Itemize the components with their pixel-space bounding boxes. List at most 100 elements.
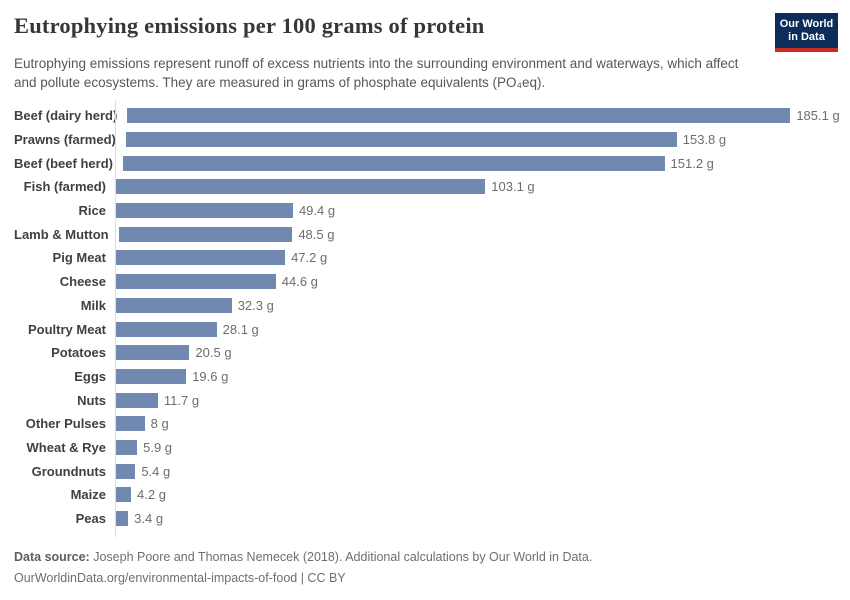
- owid-logo[interactable]: Our World in Data: [775, 13, 838, 52]
- bar[interactable]: [116, 345, 190, 361]
- category-label: Prawns (farmed): [14, 132, 116, 148]
- bar[interactable]: [116, 179, 486, 195]
- value-label: 8 g: [150, 416, 169, 432]
- owid-logo-line2: in Data: [788, 31, 825, 43]
- category-label: Nuts: [77, 392, 106, 408]
- chart-row: Poultry Meat 28.1 g: [14, 317, 844, 341]
- chart-row: Beef (dairy herd) 185.1 g: [14, 104, 844, 128]
- chart-row: Pig Meat 47.2 g: [14, 246, 844, 270]
- bar[interactable]: [118, 226, 293, 242]
- value-label: 19.6 g: [192, 368, 229, 384]
- bar[interactable]: [116, 321, 217, 337]
- value-label: 44.6 g: [281, 274, 318, 290]
- category-label: Milk: [80, 297, 106, 313]
- value-label: 49.4 g: [298, 203, 336, 219]
- bar-track: 103.1 g: [111, 175, 844, 199]
- category-label: Beef (beef herd): [14, 155, 113, 171]
- value-label: 11.7 g: [163, 392, 200, 408]
- bar-track: 28.1 g: [111, 317, 844, 341]
- bar-track: 185.1 g: [122, 104, 844, 128]
- value-label: 20.5 g: [195, 345, 232, 361]
- chart-row: Rice 49.4 g: [14, 199, 844, 223]
- category-label: Fish (farmed): [23, 179, 106, 195]
- category-label: Eggs: [74, 368, 106, 384]
- bar-track: 47.2 g: [111, 246, 844, 270]
- bar[interactable]: [116, 297, 232, 313]
- category-label: Rice: [78, 203, 106, 219]
- chart-footer: Data source: Joseph Poore and Thomas Nem…: [14, 549, 592, 586]
- bar-track: 153.8 g: [121, 128, 844, 152]
- chart-row: Fish (farmed) 103.1 g: [14, 175, 844, 199]
- bar-track: 11.7 g: [111, 388, 844, 412]
- chart-row: Nuts 11.7 g: [14, 388, 844, 412]
- value-label: 3.4 g: [134, 511, 164, 527]
- bar-track: 32.3 g: [111, 294, 844, 318]
- chart-row: Milk 32.3 g: [14, 294, 844, 318]
- bar-track: 3.4 g: [111, 507, 844, 531]
- chart-row: Peas 3.4 g: [14, 507, 844, 531]
- value-label: 153.8 g: [682, 132, 727, 148]
- value-label: 5.4 g: [141, 463, 171, 479]
- chart-row: Groundnuts 5.4 g: [14, 459, 844, 483]
- bar[interactable]: [125, 132, 677, 148]
- category-label: Pig Meat: [52, 250, 106, 266]
- value-label: 47.2 g: [291, 250, 328, 266]
- owid-logo-line1: Our World: [779, 18, 834, 30]
- bar[interactable]: [116, 203, 293, 219]
- bar[interactable]: [116, 274, 276, 290]
- bar-track: 151.2 g: [118, 151, 844, 175]
- bar-track: 49.4 g: [111, 199, 844, 223]
- chart-row: Beef (beef herd) 151.2 g: [14, 151, 844, 175]
- bar[interactable]: [116, 368, 187, 384]
- chart-row: Wheat & Rye 5.9 g: [14, 436, 844, 460]
- bar[interactable]: [116, 250, 286, 266]
- bar[interactable]: [122, 155, 665, 171]
- data-source-line: Data source: Joseph Poore and Thomas Nem…: [14, 549, 592, 565]
- chart-row: Other Pulses 8 g: [14, 412, 844, 436]
- bar-track: 20.5 g: [111, 341, 844, 365]
- bar[interactable]: [116, 487, 132, 503]
- value-label: 103.1 g: [491, 179, 535, 195]
- chart-subtitle: Eutrophying emissions represent runoff o…: [14, 56, 739, 90]
- category-label: Peas: [75, 511, 106, 527]
- category-label: Maize: [70, 487, 106, 503]
- bar[interactable]: [116, 511, 129, 527]
- bar[interactable]: [116, 439, 138, 455]
- value-label: 32.3 g: [237, 297, 274, 313]
- bar-track: 5.9 g: [111, 436, 844, 460]
- value-label: 48.5 g: [298, 226, 335, 242]
- category-label: Potatoes: [51, 345, 106, 361]
- bar-track: 44.6 g: [111, 270, 844, 294]
- category-label: Beef (dairy herd): [14, 108, 118, 124]
- y-axis-line: [115, 101, 116, 538]
- category-label: Wheat & Rye: [26, 439, 106, 455]
- bar-track: 8 g: [111, 412, 844, 436]
- bar-track: 19.6 g: [111, 365, 844, 389]
- bar-chart: Beef (dairy herd) 185.1 g Prawns (farmed) 1…: [14, 101, 844, 538]
- value-label: 185.1 g: [796, 108, 840, 124]
- value-label: 151.2 g: [670, 155, 714, 171]
- bar-track: 5.4 g: [111, 459, 844, 483]
- chart-title: Eutrophying emissions per 100 grams of p…: [14, 13, 485, 38]
- category-label: Lamb & Mutton: [14, 226, 109, 242]
- bar-track: 4.2 g: [111, 483, 844, 507]
- bar[interactable]: [116, 463, 136, 479]
- chart-row: Lamb & Mutton 48.5 g: [14, 222, 844, 246]
- bar[interactable]: [116, 416, 145, 432]
- chart-row: Cheese 44.6 g: [14, 270, 844, 294]
- footer-link[interactable]: OurWorldinData.org/environmental-impacts…: [14, 571, 346, 585]
- data-source-text: Joseph Poore and Thomas Nemecek (2018). …: [93, 550, 593, 564]
- chart-row: Prawns (farmed) 153.8 g: [14, 128, 844, 152]
- value-label: 4.2 g: [137, 487, 166, 503]
- chart-row: Potatoes 20.5 g: [14, 341, 844, 365]
- category-label: Poultry Meat: [27, 321, 106, 337]
- chart-row: Maize 4.2 g: [14, 483, 844, 507]
- bar-track: 48.5 g: [114, 222, 844, 246]
- chart-row: Eggs 19.6 g: [14, 365, 844, 389]
- value-label: 28.1 g: [222, 321, 259, 337]
- bar[interactable]: [116, 392, 158, 408]
- category-label: Other Pulses: [25, 416, 106, 432]
- data-source-label: Data source:: [14, 550, 90, 564]
- bar[interactable]: [127, 108, 791, 124]
